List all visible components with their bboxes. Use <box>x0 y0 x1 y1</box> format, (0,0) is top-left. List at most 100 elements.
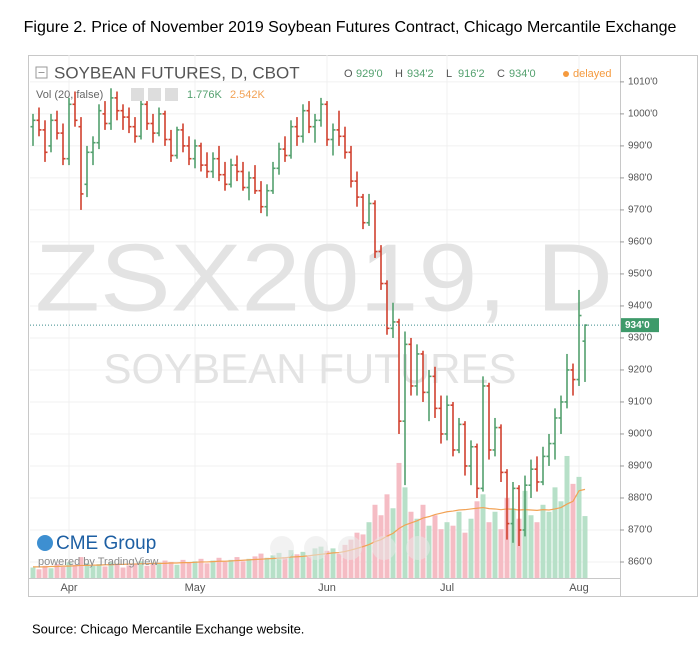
zoom-in-button[interactable] <box>372 536 396 560</box>
volume-bar <box>60 566 66 578</box>
volume-bar <box>102 566 108 578</box>
volume-bar <box>108 562 114 578</box>
status-dot <box>563 71 569 77</box>
y-tick-label: 870'0 <box>628 525 653 536</box>
legend-value: 929'0 <box>356 68 383 80</box>
ohlc-legend: O 929'0 H 934'2 L 916'2 C 934'0 <box>344 68 536 80</box>
volume-title: Vol (20, false) <box>36 89 103 101</box>
volume-bar <box>78 557 84 578</box>
legend-value: 934'2 <box>407 68 434 80</box>
scroll-left-button[interactable] <box>270 536 294 560</box>
volume-bar <box>462 532 468 578</box>
volume-bar <box>132 563 138 578</box>
y-tick-label: 920'0 <box>628 365 653 376</box>
volume-bar <box>582 516 588 578</box>
collapse-icon[interactable] <box>35 66 48 79</box>
volume-bar <box>450 525 456 578</box>
volume-bar <box>36 569 42 578</box>
volume-bar <box>570 483 576 578</box>
volume-bar <box>330 548 336 578</box>
volume-bar <box>246 558 252 578</box>
status: delayed <box>573 68 612 80</box>
volume-bar <box>126 565 132 578</box>
x-tick-label: Jul <box>440 582 454 594</box>
volume-bar <box>84 563 90 578</box>
volume-bar <box>144 565 150 578</box>
y-tick-label: 930'0 <box>628 333 653 344</box>
volume-bar <box>42 565 48 578</box>
volume-bar <box>216 557 222 578</box>
volume-bar <box>114 564 120 578</box>
volume-bar <box>288 550 294 578</box>
volume-bar <box>492 511 498 578</box>
y-tick-label: 860'0 <box>628 557 653 568</box>
x-tick-label: Apr <box>60 582 77 594</box>
volume-bar <box>576 476 582 578</box>
volume-bar <box>318 546 324 578</box>
volume-bar <box>546 511 552 578</box>
volume-bar <box>168 561 174 578</box>
volume-bar <box>396 462 402 578</box>
volume-bar <box>510 508 516 578</box>
volume-bar <box>258 553 264 578</box>
volume-bar <box>552 487 558 578</box>
volume-bar <box>228 559 234 578</box>
chart-title: Figure 2. Price of November 2019 Soybean… <box>24 19 677 36</box>
legend-value: 916'2 <box>458 68 485 80</box>
volume-bar <box>174 564 180 578</box>
logo: CME Group <box>56 533 156 554</box>
legend-key: C <box>497 68 505 80</box>
last-price-box <box>621 318 659 333</box>
volume-bar <box>324 550 330 578</box>
y-tick-label: 1010'0 <box>628 77 658 88</box>
volume-bar <box>30 567 36 578</box>
reset-button[interactable] <box>338 536 362 560</box>
volume-bar <box>336 553 342 578</box>
volume-bar <box>252 556 258 578</box>
y-tick-label: 890'0 <box>628 461 653 472</box>
x-tick-label: May <box>185 582 206 594</box>
grid <box>30 55 620 578</box>
powered-by: powered by TradingView <box>38 556 158 568</box>
eye-icon[interactable] <box>131 88 144 101</box>
volume-bar <box>498 529 504 578</box>
volume-ma-last: 2.542K <box>230 89 266 101</box>
volume-bar <box>480 494 486 578</box>
y-tick-label: 1000'0 <box>628 109 658 120</box>
volume-bar <box>120 567 126 578</box>
volume-bar <box>264 557 270 578</box>
last-price-label: 934'0 <box>625 320 650 331</box>
volume-bar <box>468 518 474 578</box>
settings-icon[interactable] <box>148 88 161 101</box>
y-tick-label: 940'0 <box>628 301 653 312</box>
volume-bar <box>162 560 168 578</box>
legend-key: H <box>395 68 403 80</box>
volume-bar <box>564 455 570 578</box>
volume-bar <box>402 487 408 578</box>
close-icon[interactable] <box>165 88 178 101</box>
volume-bar <box>294 554 300 578</box>
zoom-out-button[interactable] <box>304 536 328 560</box>
y-tick-label: 970'0 <box>628 205 653 216</box>
volume-bar <box>210 560 216 578</box>
volume-bar <box>186 562 192 578</box>
volume-bar <box>540 504 546 578</box>
volume-bar <box>360 534 366 578</box>
volume-bar <box>366 522 372 578</box>
legend-value: 934'0 <box>509 68 536 80</box>
volume-bar <box>192 561 198 578</box>
x-tick-label: Aug <box>569 582 589 594</box>
y-tick-label: 980'0 <box>628 173 653 184</box>
volume-bar <box>432 515 438 578</box>
volume-bar <box>72 564 78 578</box>
volume-bar <box>516 518 522 578</box>
volume-bar <box>234 557 240 578</box>
scroll-right-button[interactable] <box>406 536 430 560</box>
volume-bar <box>306 556 312 578</box>
volume-bar <box>54 564 60 578</box>
volume-last: 1.776K <box>187 89 223 101</box>
volume-bar <box>90 565 96 578</box>
volume-bar <box>48 568 54 578</box>
volume-bar <box>204 563 210 578</box>
